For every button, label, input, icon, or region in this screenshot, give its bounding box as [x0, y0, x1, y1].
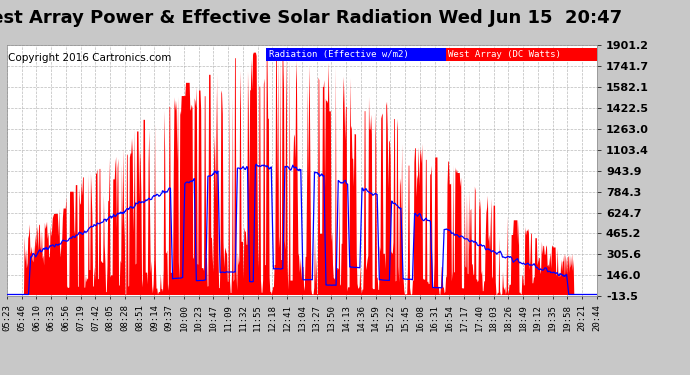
- Text: Radiation (Effective w/m2): Radiation (Effective w/m2): [269, 50, 408, 59]
- Text: Copyright 2016 Cartronics.com: Copyright 2016 Cartronics.com: [8, 53, 171, 63]
- Text: West Array (DC Watts): West Array (DC Watts): [448, 50, 561, 59]
- FancyBboxPatch shape: [446, 48, 597, 62]
- Text: West Array Power & Effective Solar Radiation Wed Jun 15  20:47: West Array Power & Effective Solar Radia…: [0, 9, 622, 27]
- FancyBboxPatch shape: [266, 48, 446, 62]
